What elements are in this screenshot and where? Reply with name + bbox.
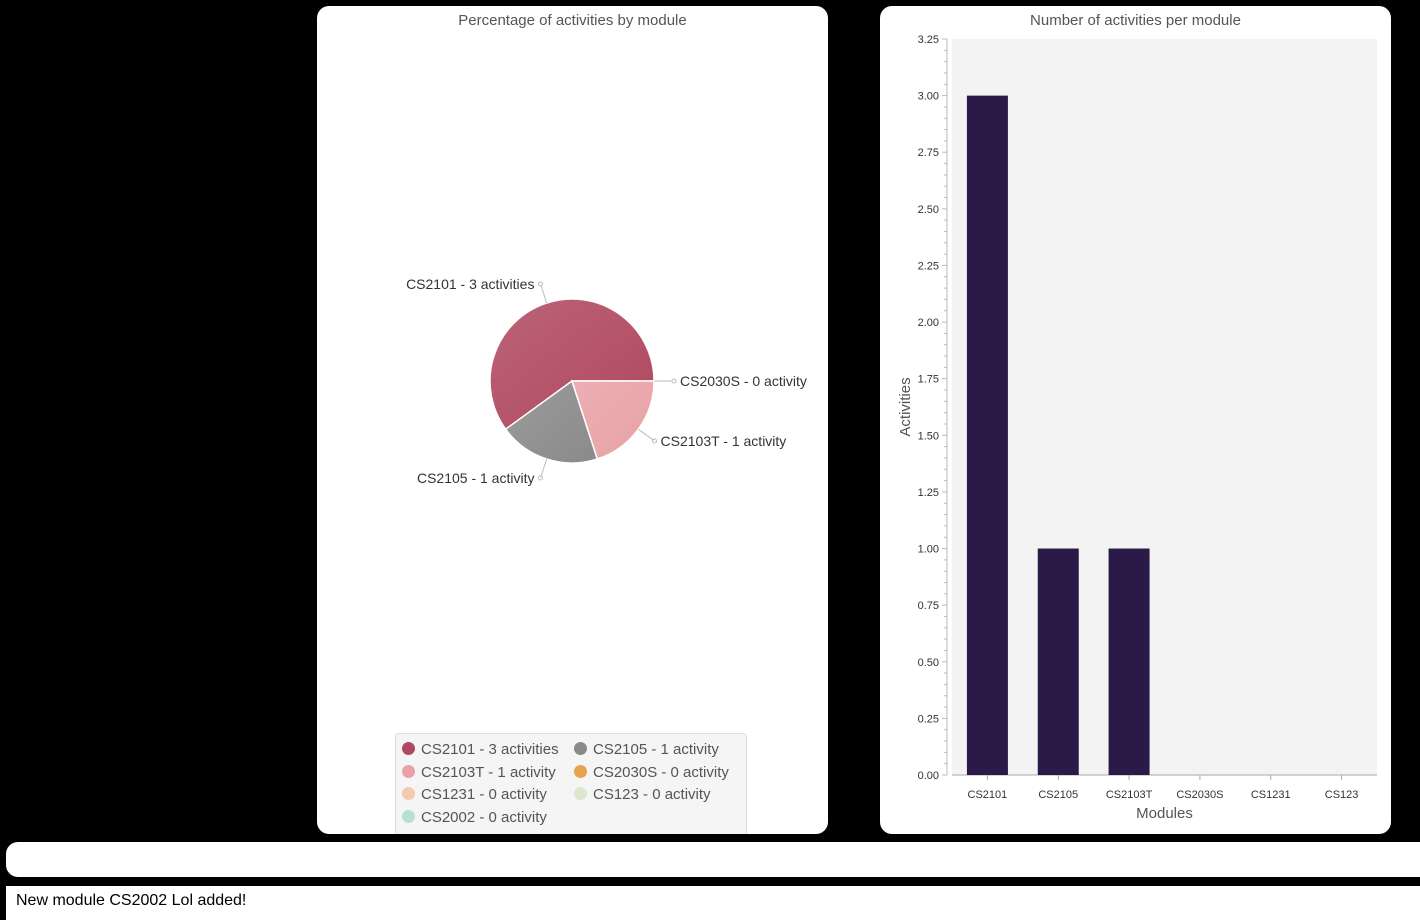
legend-label: CS1231 - 0 activity [421, 786, 547, 804]
pie-slice-label: CS2101 - 3 activities [406, 276, 534, 292]
legend-item[interactable]: CS2101 - 3 activities [402, 739, 574, 762]
x-tick-label: CS2103T [1106, 789, 1153, 801]
pie-slice-label: CS2103T - 1 activity [661, 433, 787, 449]
y-tick-label: 3.25 [918, 34, 939, 46]
legend-swatch [574, 764, 587, 778]
legend-item[interactable]: CS2105 - 1 activity [574, 739, 742, 762]
legend-item[interactable]: CS2002 - 0 activity [402, 807, 574, 830]
legend-item[interactable]: CS2030S - 0 activity [574, 762, 742, 785]
y-tick-label: 2.50 [918, 204, 939, 216]
pie-slice-group: CS2103T - 1 activity [570, 380, 787, 460]
pie-legend: CS2101 - 3 activities CS2105 - 1 activity… [395, 733, 747, 834]
bar-chart-card: Number of activities per module 0.00 0.25… [880, 6, 1391, 834]
x-axis-title: Modules [1136, 805, 1193, 822]
legend-swatch [402, 810, 415, 824]
pie-slice-group: CS2101 - 3 activities [406, 276, 655, 431]
legend-swatch [402, 764, 415, 778]
legend-label: CS2002 - 0 activity [421, 809, 547, 827]
pie-leader-dot [537, 475, 543, 481]
pie-chart-title: Percentage of activities by module [458, 12, 687, 29]
pie-leader-line [638, 428, 655, 442]
x-tick-label: CS123 [1325, 789, 1359, 801]
pie-slice-label: CS2030S - 0 activity [680, 373, 807, 389]
x-tick-label: CS1231 [1251, 789, 1291, 801]
pie-slice-group: CS2105 - 1 activity [417, 379, 599, 486]
legend-label: CS2103T - 1 activity [421, 763, 556, 781]
y-tick-label: 0.50 [918, 657, 939, 669]
pie-chart-card: Percentage of activities by module CS210… [317, 6, 828, 834]
pie-leader-line [540, 458, 548, 479]
y-tick-label: 2.75 [918, 147, 939, 159]
pie-leader-dot [671, 378, 677, 384]
x-tick-label: CS2030S [1176, 789, 1223, 801]
y-tick-label: 1.75 [918, 374, 939, 386]
x-tick-label: CS2101 [968, 789, 1008, 801]
plot-area [952, 39, 1377, 775]
pie-slice[interactable] [504, 379, 599, 464]
y-axis-title: Activities [897, 377, 914, 436]
y-tick-label: 1.00 [918, 544, 939, 556]
bar[interactable] [1108, 548, 1150, 775]
pie-slice-label: CS2105 - 1 activity [417, 470, 534, 486]
y-tick-label: 0.25 [918, 713, 939, 725]
status-message: New module CS2002 Lol added! [6, 886, 1420, 920]
y-tick-label: 1.25 [918, 487, 939, 499]
legend-swatch [574, 787, 587, 801]
pie-leader-line [540, 283, 548, 304]
legend-item[interactable]: CS1231 - 0 activity [402, 784, 574, 807]
legend-item[interactable]: CS2103T - 1 activity [402, 762, 574, 785]
pie-chart: CS2101 - 3 activities CS2105 - 1 activity… [406, 276, 807, 486]
bar-chart: 0.00 0.25 0.50 0.75 1.00 1.25 1.50 1.75 2.00 2.25… [897, 34, 1377, 822]
bar[interactable] [966, 95, 1008, 776]
command-input[interactable] [6, 842, 1420, 877]
y-tick-label: 2.00 [918, 317, 939, 329]
legend-label: CS2105 - 1 activity [593, 741, 719, 758]
y-tick-label: 0.75 [918, 600, 939, 612]
x-tick-label: CS2105 [1038, 789, 1078, 801]
y-tick-label: 1.50 [918, 430, 939, 442]
legend-label: CS2030S - 0 activity [593, 763, 729, 781]
y-tick-label: 2.25 [918, 260, 939, 272]
legend-swatch [402, 787, 415, 801]
pie-leader-dot [652, 438, 658, 444]
pie-slice-group: CS2030S - 0 activity [654, 373, 807, 389]
legend-swatch [402, 742, 415, 755]
y-tick-label: 0.00 [918, 770, 939, 782]
bar[interactable] [1037, 548, 1079, 775]
pie-leader-dot [537, 281, 543, 287]
y-tick-label: 3.00 [918, 91, 939, 103]
bar-chart-title: Number of activities per module [1030, 12, 1241, 29]
pie-slice[interactable] [489, 298, 655, 431]
legend-label: CS123 - 0 activity [593, 786, 711, 804]
legend-item[interactable]: CS123 - 0 activity [574, 784, 742, 807]
legend-swatch [574, 742, 587, 755]
legend-label: CS2101 - 3 activities [421, 741, 559, 758]
